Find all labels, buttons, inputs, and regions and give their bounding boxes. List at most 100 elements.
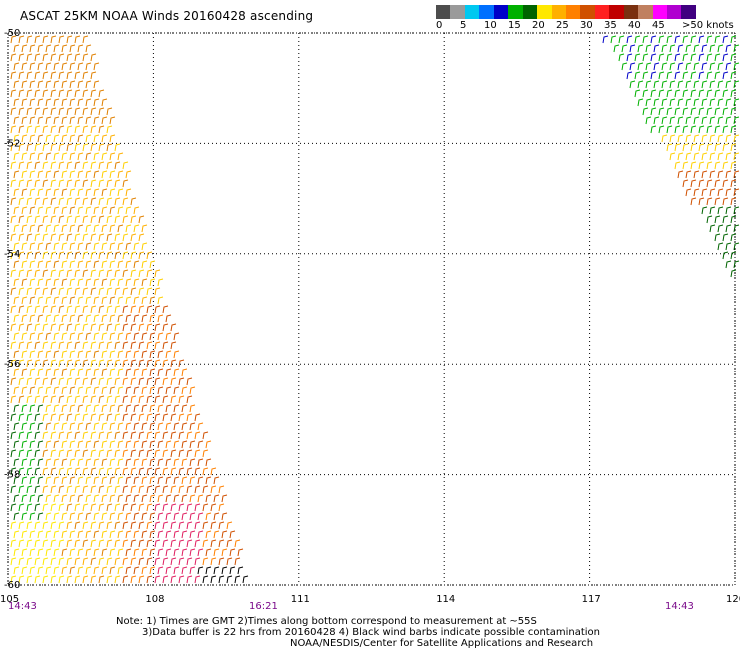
wind-barb (226, 539, 233, 548)
wind-barb (141, 332, 148, 341)
wind-barb (685, 44, 692, 53)
wind-barb (114, 575, 121, 584)
wind-barb (122, 575, 129, 584)
wind-barb (693, 188, 700, 197)
wind-barb (74, 467, 81, 476)
wind-barb (125, 224, 132, 233)
wind-barb (90, 539, 97, 548)
wind-barb (154, 305, 161, 314)
wind-barb (133, 260, 140, 269)
wind-barb (653, 80, 660, 89)
wind-barb (26, 323, 33, 332)
wind-barb (58, 197, 65, 206)
wind-barb (165, 494, 172, 503)
wind-barb (178, 503, 185, 512)
wind-barb (13, 170, 20, 179)
wind-barb (130, 323, 137, 332)
wind-barb (666, 125, 673, 134)
wind-barb (653, 44, 660, 53)
wind-barb (114, 251, 121, 260)
wind-barb (77, 80, 84, 89)
wind-barb (93, 188, 100, 197)
wind-barb (90, 53, 97, 62)
wind-barb (653, 116, 660, 125)
wind-barb (106, 341, 113, 350)
wind-barb (66, 287, 73, 296)
wind-barb (133, 548, 140, 557)
latitude-label: -54 (4, 249, 20, 260)
wind-barb (29, 80, 36, 89)
wind-barb (26, 287, 33, 296)
wind-barb (106, 179, 113, 188)
wind-barb (106, 521, 113, 530)
wind-barb (93, 134, 100, 143)
colorbar-label: 15 (508, 20, 521, 31)
wind-barb (114, 449, 121, 458)
wind-barb (733, 62, 740, 71)
wind-barb (26, 53, 33, 62)
wind-barb (45, 548, 52, 557)
wind-barb (29, 98, 36, 107)
longitude-label: 111 (291, 594, 310, 605)
wind-barb (37, 512, 44, 521)
wind-barb (26, 107, 33, 116)
wind-barb (125, 170, 132, 179)
wind-barb (77, 404, 84, 413)
wind-barb (178, 413, 185, 422)
wind-barb (170, 575, 177, 584)
wind-barb (213, 530, 220, 539)
wind-barb (122, 521, 129, 530)
wind-barb (146, 341, 153, 350)
wind-barb (82, 161, 89, 170)
wind-barb (730, 89, 737, 98)
wind-barb (29, 422, 36, 431)
wind-barb (205, 566, 212, 575)
wind-barb (213, 566, 220, 575)
wind-barb (77, 206, 84, 215)
wind-barb (85, 386, 92, 395)
wind-barb (13, 476, 20, 485)
wind-barb (93, 422, 100, 431)
wind-barb (42, 53, 49, 62)
wind-barb (133, 566, 140, 575)
colorbar-segment (493, 5, 509, 19)
wind-barb (202, 485, 209, 494)
wind-barb (13, 44, 20, 53)
wind-barb (101, 422, 108, 431)
wind-barb (125, 242, 132, 251)
wind-barb (82, 233, 89, 242)
wind-barb (690, 125, 697, 134)
wind-barb (186, 449, 193, 458)
wind-barb (221, 548, 228, 557)
wind-barb (714, 89, 721, 98)
wind-barb (90, 305, 97, 314)
wind-barb (146, 467, 153, 476)
wind-barb (82, 125, 89, 134)
wind-barb (130, 359, 137, 368)
wind-barb (29, 548, 36, 557)
wind-barb (85, 548, 92, 557)
wind-barb (146, 251, 153, 260)
wind-barb (98, 467, 105, 476)
wind-barb (178, 521, 185, 530)
wind-barb (13, 98, 20, 107)
wind-barb (77, 314, 84, 323)
wind-barb (178, 467, 185, 476)
wind-barb (18, 179, 25, 188)
wind-barb (682, 53, 689, 62)
wind-barb (106, 323, 113, 332)
wind-barb (26, 377, 33, 386)
wind-barb (706, 197, 713, 206)
wind-barb (61, 494, 68, 503)
wind-barb (661, 134, 668, 143)
wind-barb (114, 431, 121, 440)
wind-barb (173, 368, 180, 377)
wind-barb (122, 233, 129, 242)
wind-barb (10, 449, 17, 458)
colorbar-segment (681, 5, 696, 19)
wind-barb (733, 224, 740, 233)
wind-barb (50, 179, 57, 188)
wind-barb (117, 530, 124, 539)
wind-barb (685, 134, 692, 143)
wind-barb (53, 80, 60, 89)
